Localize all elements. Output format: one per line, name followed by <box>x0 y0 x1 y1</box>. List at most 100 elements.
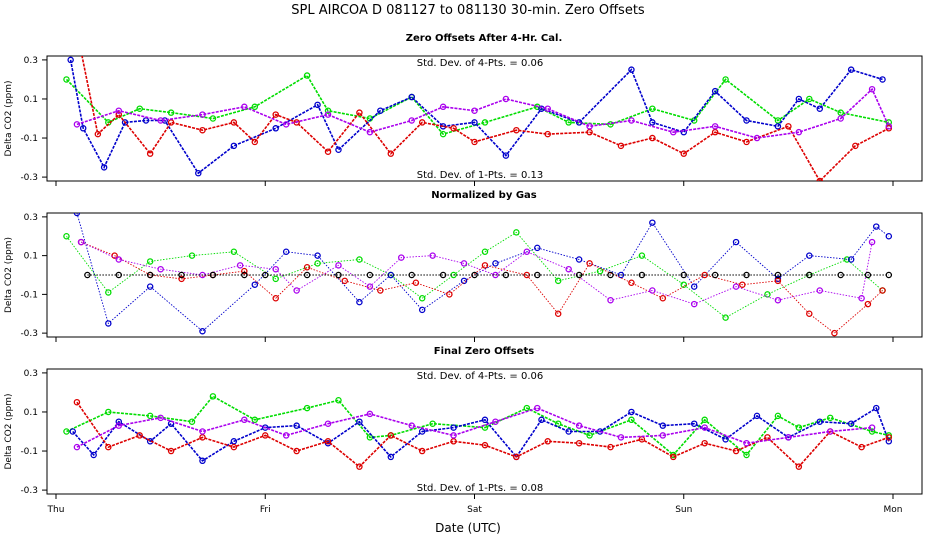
point-green <box>722 314 729 321</box>
point-purple <box>450 432 457 439</box>
point-green <box>303 72 311 79</box>
point-blue <box>460 277 468 285</box>
point-purple <box>471 107 478 114</box>
point-green <box>188 252 196 259</box>
x-axis-label: Date (UTC) <box>435 521 501 535</box>
point-purple <box>199 111 206 118</box>
point-green <box>314 260 321 267</box>
point-green <box>523 404 531 412</box>
point-purple <box>73 121 81 128</box>
point-green <box>638 252 646 259</box>
point-red <box>680 150 688 157</box>
point-blue <box>195 169 202 177</box>
point-blue <box>538 416 545 424</box>
point-red <box>544 438 551 445</box>
point-black <box>638 271 646 279</box>
point-black <box>837 271 844 279</box>
point-green <box>701 416 708 424</box>
point-green <box>680 281 688 288</box>
point-blue <box>408 93 415 101</box>
point-red <box>412 279 420 286</box>
y-tick-label: 0.1 <box>24 252 38 262</box>
point-black <box>146 271 154 279</box>
point-red <box>450 438 457 445</box>
point-red <box>303 263 311 271</box>
point-purple <box>753 134 761 142</box>
point-purple <box>398 254 405 261</box>
point-purple <box>885 123 893 130</box>
point-purple <box>565 265 572 273</box>
point-black <box>241 271 248 279</box>
point-purple <box>241 416 248 424</box>
point-purple <box>366 410 374 418</box>
point-red <box>481 441 489 449</box>
point-red <box>806 310 813 317</box>
point-blue <box>816 418 824 425</box>
point-red <box>251 138 259 146</box>
point-blue <box>167 420 175 427</box>
point-black <box>502 271 510 279</box>
point-blue <box>847 66 855 73</box>
point-green <box>837 109 844 116</box>
point-blue <box>100 164 108 171</box>
point-purple <box>324 420 332 427</box>
point-purple <box>711 123 719 130</box>
point-red <box>743 138 750 146</box>
point-red <box>659 294 667 302</box>
point-red <box>628 279 635 286</box>
point-green <box>843 256 851 263</box>
point-purple <box>282 121 290 128</box>
point-red <box>816 177 824 181</box>
point-blue <box>69 428 76 435</box>
panel-data <box>63 393 893 470</box>
y-tick-label: 0.3 <box>24 213 38 223</box>
point-red <box>701 271 708 279</box>
point-red <box>711 128 719 136</box>
point-red <box>858 443 865 451</box>
point-red <box>764 434 771 441</box>
point-red <box>586 260 593 267</box>
point-black <box>774 271 782 279</box>
series-line-purple <box>76 87 890 139</box>
point-red <box>575 439 583 447</box>
point-purple <box>837 115 844 122</box>
panel-1: Zero Offsets After 4-Hr. Cal. 0.3 0.1 -0.1 -… <box>4 33 923 186</box>
point-blue <box>450 424 457 431</box>
point-purple <box>617 434 625 441</box>
point-purple <box>523 248 531 255</box>
point-black <box>806 271 813 279</box>
point-blue <box>73 213 81 217</box>
point-purple <box>115 422 123 429</box>
point-green <box>764 291 771 298</box>
point-red <box>111 252 118 259</box>
point-red <box>586 128 593 136</box>
point-purple <box>670 128 677 136</box>
x-tick-label-sun: Sun <box>675 505 692 515</box>
point-purple <box>77 238 85 246</box>
point-purple <box>575 422 583 429</box>
point-green <box>429 420 436 427</box>
point-black <box>115 271 123 279</box>
point-blue <box>753 412 761 420</box>
point-green <box>439 130 447 138</box>
point-purple <box>335 262 342 269</box>
point-purple <box>701 424 708 431</box>
point-green <box>513 229 520 236</box>
point-red <box>324 148 332 155</box>
point-red <box>178 275 185 283</box>
point-red <box>481 262 489 269</box>
panel-3: Final Zero Offsets 0.3 0.1 -0.1 -0.3 Delta CO… <box>4 346 923 499</box>
point-green <box>885 119 893 126</box>
point-red <box>94 130 102 138</box>
point-green <box>209 393 217 400</box>
point-blue <box>732 238 740 246</box>
point-blue <box>502 152 510 159</box>
series-line-red <box>80 241 883 334</box>
point-black <box>607 271 614 279</box>
panel-title: Zero Offsets After 4-Hr. Cal. <box>406 33 563 44</box>
point-red <box>554 310 562 317</box>
point-red <box>387 150 395 157</box>
point-red <box>146 150 154 157</box>
point-blue <box>847 420 855 427</box>
y-tick-label: -0.1 <box>20 290 38 300</box>
